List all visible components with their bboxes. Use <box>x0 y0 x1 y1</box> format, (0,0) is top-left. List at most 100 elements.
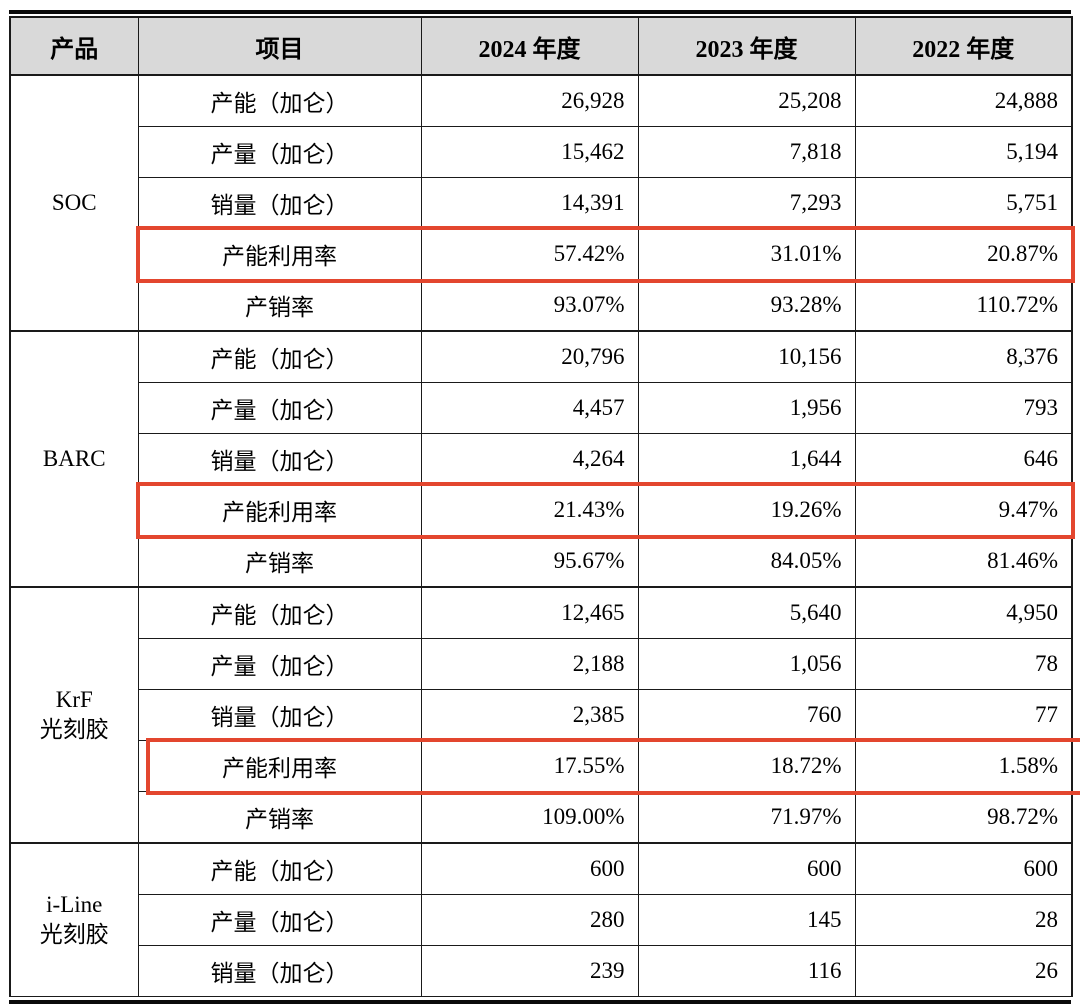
value-cell: 31.01% <box>637 228 856 280</box>
header-product: 产品 <box>9 16 139 76</box>
table-top-rule <box>9 10 1071 14</box>
table-row: BARC 产能（加仑） 20,796 10,156 8,376 <box>9 330 1073 588</box>
item-cell: 产销率 <box>137 791 422 844</box>
value-cell: 760 <box>637 689 856 741</box>
product-cell: SOC <box>9 74 139 332</box>
value-cell: 4,264 <box>420 433 639 485</box>
table-row: 产能利用率 17.55% 18.72% 1.58% <box>10 740 1073 792</box>
item-cell: 产能（加仑） <box>137 74 422 127</box>
product-cell: KrF 光刻胶 <box>9 586 139 844</box>
item-cell: 产量（加仑） <box>137 638 422 690</box>
value-cell: 1,956 <box>637 382 856 434</box>
value-cell: 109.00% <box>420 791 639 844</box>
value-cell: 57.42% <box>420 228 639 280</box>
value-cell: 145 <box>637 894 856 946</box>
table-row: 产销率 95.67% 84.05% 81.46% <box>10 535 1073 588</box>
value-cell: 600 <box>637 842 856 895</box>
value-cell: 2,385 <box>420 689 639 741</box>
header-year-2024: 2024 年度 <box>420 16 639 76</box>
value-cell: 81.46% <box>854 535 1073 588</box>
value-cell: 116 <box>637 945 856 997</box>
table-row: 产量（加仑） 2,188 1,056 78 <box>10 638 1073 690</box>
value-cell: 71.97% <box>637 791 856 844</box>
header-item: 项目 <box>137 16 422 76</box>
value-cell: 17.55% <box>420 740 639 792</box>
table-row: 销量（加仑） 239 116 26 <box>10 945 1073 997</box>
item-cell: 销量（加仑） <box>137 177 422 229</box>
value-cell: 280 <box>420 894 639 946</box>
value-cell: 7,818 <box>637 126 856 178</box>
item-cell: 产销率 <box>137 279 422 332</box>
value-cell: 19.26% <box>637 484 856 536</box>
table-row: i-Line 光刻胶 产能（加仑） 600 600 600 <box>9 842 1073 997</box>
item-cell: 产销率 <box>137 535 422 588</box>
item-cell: 产能利用率 <box>137 228 422 280</box>
value-cell: 93.07% <box>420 279 639 332</box>
value-cell: 9.47% <box>854 484 1073 536</box>
value-cell: 646 <box>854 433 1073 485</box>
value-cell: 26 <box>854 945 1073 997</box>
table-row: 销量（加仑） 2,385 760 77 <box>10 689 1073 741</box>
table-row: 产销率 109.00% 71.97% 98.72% <box>10 791 1073 844</box>
value-cell: 5,640 <box>637 586 856 639</box>
table-row: 销量（加仑） 14,391 7,293 5,751 <box>10 177 1073 229</box>
value-cell: 1,644 <box>637 433 856 485</box>
item-cell: 产能利用率 <box>137 740 422 792</box>
table-row: 产量（加仑） 15,462 7,818 5,194 <box>10 126 1073 178</box>
value-cell: 10,156 <box>637 330 856 383</box>
item-cell: 产能利用率 <box>137 484 422 536</box>
value-cell: 95.67% <box>420 535 639 588</box>
value-cell: 600 <box>854 842 1073 895</box>
header-year-2023: 2023 年度 <box>637 16 856 76</box>
value-cell: 8,376 <box>854 330 1073 383</box>
value-cell: 21.43% <box>420 484 639 536</box>
value-cell: 93.28% <box>637 279 856 332</box>
value-cell: 20.87% <box>854 228 1073 280</box>
value-cell: 25,208 <box>637 74 856 127</box>
table-row: 产能利用率 57.42% 31.01% 20.87% <box>10 228 1073 280</box>
table-row: 产量（加仑） 4,457 1,956 793 <box>10 382 1073 434</box>
item-cell: 销量（加仑） <box>137 689 422 741</box>
value-cell: 20,796 <box>420 330 639 383</box>
table-row: SOC 产能（加仑） 26,928 25,208 24,888 <box>9 74 1073 332</box>
table-row: 产能利用率 21.43% 19.26% 9.47% <box>10 484 1073 536</box>
value-cell: 1,056 <box>637 638 856 690</box>
value-cell: 239 <box>420 945 639 997</box>
product-cell: BARC <box>9 330 139 588</box>
header-row: 产品 项目 2024 年度 2023 年度 2022 年度 <box>9 16 1073 76</box>
item-cell: 销量（加仑） <box>137 945 422 997</box>
value-cell: 793 <box>854 382 1073 434</box>
item-cell: 销量（加仑） <box>137 433 422 485</box>
value-cell: 5,751 <box>854 177 1073 229</box>
value-cell: 14,391 <box>420 177 639 229</box>
value-cell: 78 <box>854 638 1073 690</box>
value-cell: 28 <box>854 894 1073 946</box>
item-cell: 产能（加仑） <box>137 330 422 383</box>
value-cell: 2,188 <box>420 638 639 690</box>
value-cell: 98.72% <box>854 791 1073 844</box>
value-cell: 600 <box>420 842 639 895</box>
item-cell: 产能（加仑） <box>137 842 422 895</box>
header-year-2022: 2022 年度 <box>854 16 1073 76</box>
value-cell: 1.58% <box>854 740 1073 792</box>
item-cell: 产量（加仑） <box>137 382 422 434</box>
production-capacity-table-wrap: 产品 项目 2024 年度 2023 年度 2022 年度 SOC 产能（加仑） 2… <box>9 10 1073 1004</box>
value-cell: 110.72% <box>854 279 1073 332</box>
value-cell: 84.05% <box>637 535 856 588</box>
value-cell: 4,457 <box>420 382 639 434</box>
item-cell: 产能（加仑） <box>137 586 422 639</box>
table-row: 销量（加仑） 4,264 1,644 646 <box>10 433 1073 485</box>
table-row: 产量（加仑） 280 145 28 <box>10 894 1073 946</box>
table-row: 产销率 93.07% 93.28% 110.72% <box>10 279 1073 332</box>
value-cell: 5,194 <box>854 126 1073 178</box>
production-table: 产品 项目 2024 年度 2023 年度 2022 年度 SOC 产能（加仑） 2… <box>9 16 1073 997</box>
value-cell: 7,293 <box>637 177 856 229</box>
value-cell: 18.72% <box>637 740 856 792</box>
value-cell: 26,928 <box>420 74 639 127</box>
item-cell: 产量（加仑） <box>137 894 422 946</box>
value-cell: 77 <box>854 689 1073 741</box>
item-cell: 产量（加仑） <box>137 126 422 178</box>
table-bottom-rule <box>9 1000 1071 1004</box>
value-cell: 15,462 <box>420 126 639 178</box>
